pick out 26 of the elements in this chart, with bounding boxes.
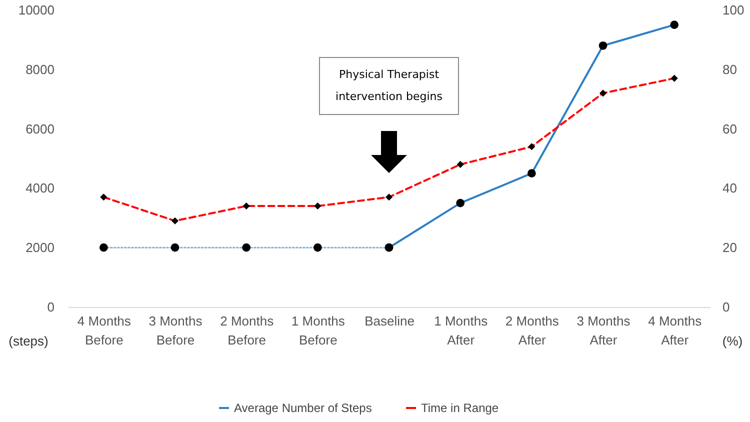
y-tick-label: 0 <box>47 300 54 314</box>
legend-label: Time in Range <box>421 401 499 415</box>
y2-tick-label: 0 <box>722 300 730 314</box>
y2-tick-label: 40 <box>722 180 737 196</box>
annotation: Physical Therapist intervention begins <box>319 57 459 115</box>
x-tick-label: 2 Months After <box>505 314 560 348</box>
x-tick-label: 1 Months After <box>434 314 488 348</box>
y-tick-label: 6000 <box>26 121 54 136</box>
y-tick-label: 2000 <box>26 240 54 256</box>
y-tick-label: 4000 <box>26 180 54 196</box>
y-tick-label: 10000 <box>18 2 54 18</box>
x-tick-label: Baseline <box>364 314 414 328</box>
x-tick-label: 4 Months After <box>648 314 702 348</box>
y2-tick-label: 100 <box>722 2 744 18</box>
y2-axis-title: (%) <box>722 334 743 348</box>
x-tick-label: 1 Months Before <box>291 314 346 348</box>
legend-label: Average Number of Steps <box>234 401 372 415</box>
y-axis-title: (steps) <box>8 334 48 348</box>
x-tick-label: 4 Months Before <box>77 314 132 348</box>
y-tick-label: 8000 <box>26 62 54 77</box>
x-tick-label: 2 Months Before <box>220 314 274 348</box>
y2-tick-label: 80 <box>722 62 737 77</box>
x-tick-label: 3 Months After <box>576 314 631 348</box>
y2-tick-label: 20 <box>722 240 737 256</box>
x-tick-label: 3 Months Before <box>148 314 203 348</box>
y2-tick-label: 60 <box>722 121 737 136</box>
